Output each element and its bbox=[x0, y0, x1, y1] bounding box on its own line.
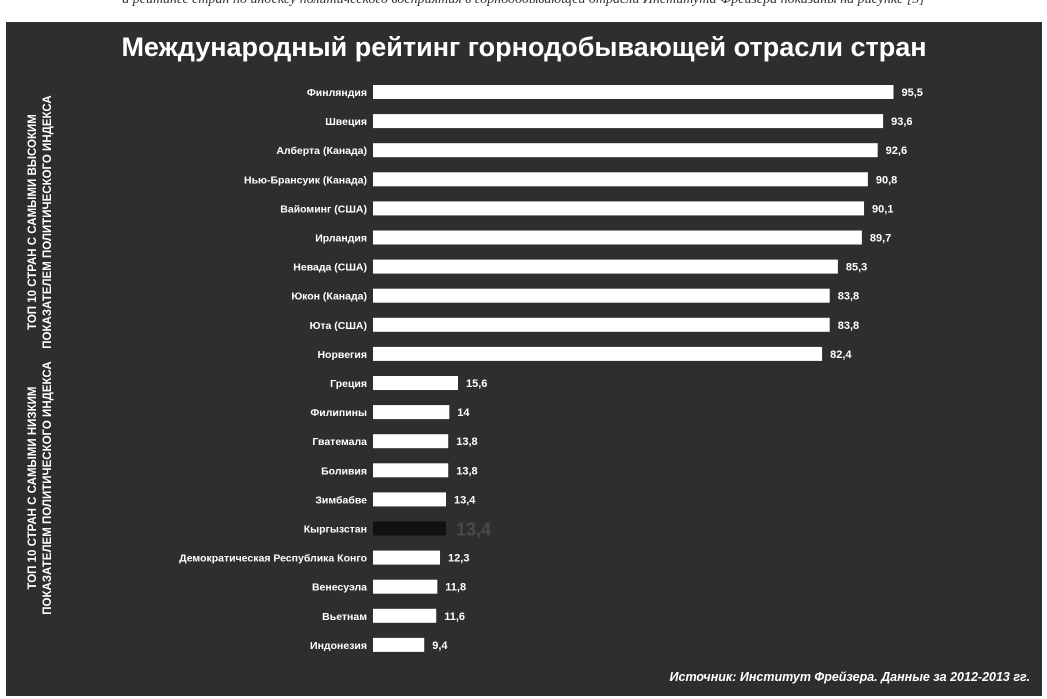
category-label: Вьетнам bbox=[322, 611, 367, 623]
bar bbox=[373, 608, 437, 623]
value-label: 90,1 bbox=[872, 203, 893, 215]
bar bbox=[373, 579, 438, 594]
chart-panel: Международный рейтинг горнодобывающей от… bbox=[6, 22, 1042, 696]
category-label: Греция bbox=[330, 378, 367, 390]
category-label: Зимбабве bbox=[315, 494, 367, 506]
value-label: 82,4 bbox=[830, 349, 852, 361]
bar bbox=[373, 288, 830, 303]
value-label: 90,8 bbox=[876, 174, 897, 186]
bar bbox=[373, 317, 830, 332]
bar bbox=[373, 521, 447, 536]
bar bbox=[373, 172, 868, 187]
value-label: 9,4 bbox=[432, 640, 448, 652]
bar bbox=[373, 550, 441, 565]
category-label: Кыргызстан bbox=[304, 524, 367, 536]
value-label: 13,8 bbox=[456, 465, 477, 477]
category-label: Боливия bbox=[321, 465, 367, 477]
category-label: Юкон (Канада) bbox=[291, 291, 367, 303]
bar bbox=[373, 492, 447, 507]
source-note: Источник: Институт Фрейзера. Данные за 2… bbox=[669, 670, 1031, 684]
bar bbox=[373, 376, 459, 390]
value-label: 93,6 bbox=[891, 116, 912, 128]
category-label: Индонезия bbox=[310, 640, 367, 652]
value-label: 85,3 bbox=[846, 262, 867, 274]
category-label: Юта (США) bbox=[310, 320, 367, 332]
bar bbox=[373, 346, 823, 361]
category-label: Филипины bbox=[310, 407, 367, 419]
value-label: 92,6 bbox=[886, 145, 907, 157]
category-label: Невада (США) bbox=[293, 262, 367, 274]
value-label: 11,8 bbox=[445, 582, 466, 594]
bar bbox=[373, 230, 862, 245]
category-label: Финляндия bbox=[307, 87, 367, 99]
category-label: Нью-Брансуик (Канада) bbox=[244, 174, 367, 186]
bar bbox=[373, 114, 884, 129]
category-label: Демократическая Республика Конго bbox=[179, 553, 367, 565]
bar-chart: Финляндия 95,5 Швеция 93,6 Алберта (Канада) 9… bbox=[179, 85, 923, 652]
bar bbox=[373, 85, 894, 99]
value-label: 89,7 bbox=[870, 233, 891, 245]
category-label: Венесуэла bbox=[312, 582, 367, 594]
bar bbox=[373, 463, 449, 478]
bar bbox=[373, 637, 425, 652]
top-text-strip: а рейтинге стран по индексу политическог… bbox=[0, 0, 1047, 22]
value-label: 11,6 bbox=[444, 611, 465, 623]
value-label: 15,6 bbox=[466, 378, 487, 390]
top-strip-text: а рейтинге стран по индексу политическог… bbox=[0, 0, 1047, 8]
value-label: 14 bbox=[457, 407, 470, 419]
chart-title: Международный рейтинг горнодобывающей от… bbox=[121, 32, 927, 62]
category-label: Норвегия bbox=[317, 349, 367, 361]
category-label: Вайоминг (США) bbox=[280, 203, 367, 215]
value-label: 13,8 bbox=[456, 436, 477, 448]
value-label: 13,4 bbox=[456, 520, 491, 540]
bar bbox=[373, 434, 449, 449]
bar bbox=[373, 405, 450, 420]
value-label: 95,5 bbox=[901, 87, 922, 99]
value-label: 83,8 bbox=[838, 320, 859, 332]
category-label: Швеция bbox=[325, 116, 367, 128]
bar bbox=[373, 143, 878, 158]
category-label: Алберта (Канада) bbox=[276, 145, 367, 157]
bar bbox=[373, 201, 865, 216]
value-label: 12,3 bbox=[448, 553, 469, 565]
value-label: 13,4 bbox=[454, 494, 476, 506]
bar bbox=[373, 259, 838, 274]
category-label: Гватемала bbox=[312, 436, 367, 448]
category-label: Ирландия bbox=[315, 233, 367, 245]
value-label: 83,8 bbox=[838, 291, 859, 303]
